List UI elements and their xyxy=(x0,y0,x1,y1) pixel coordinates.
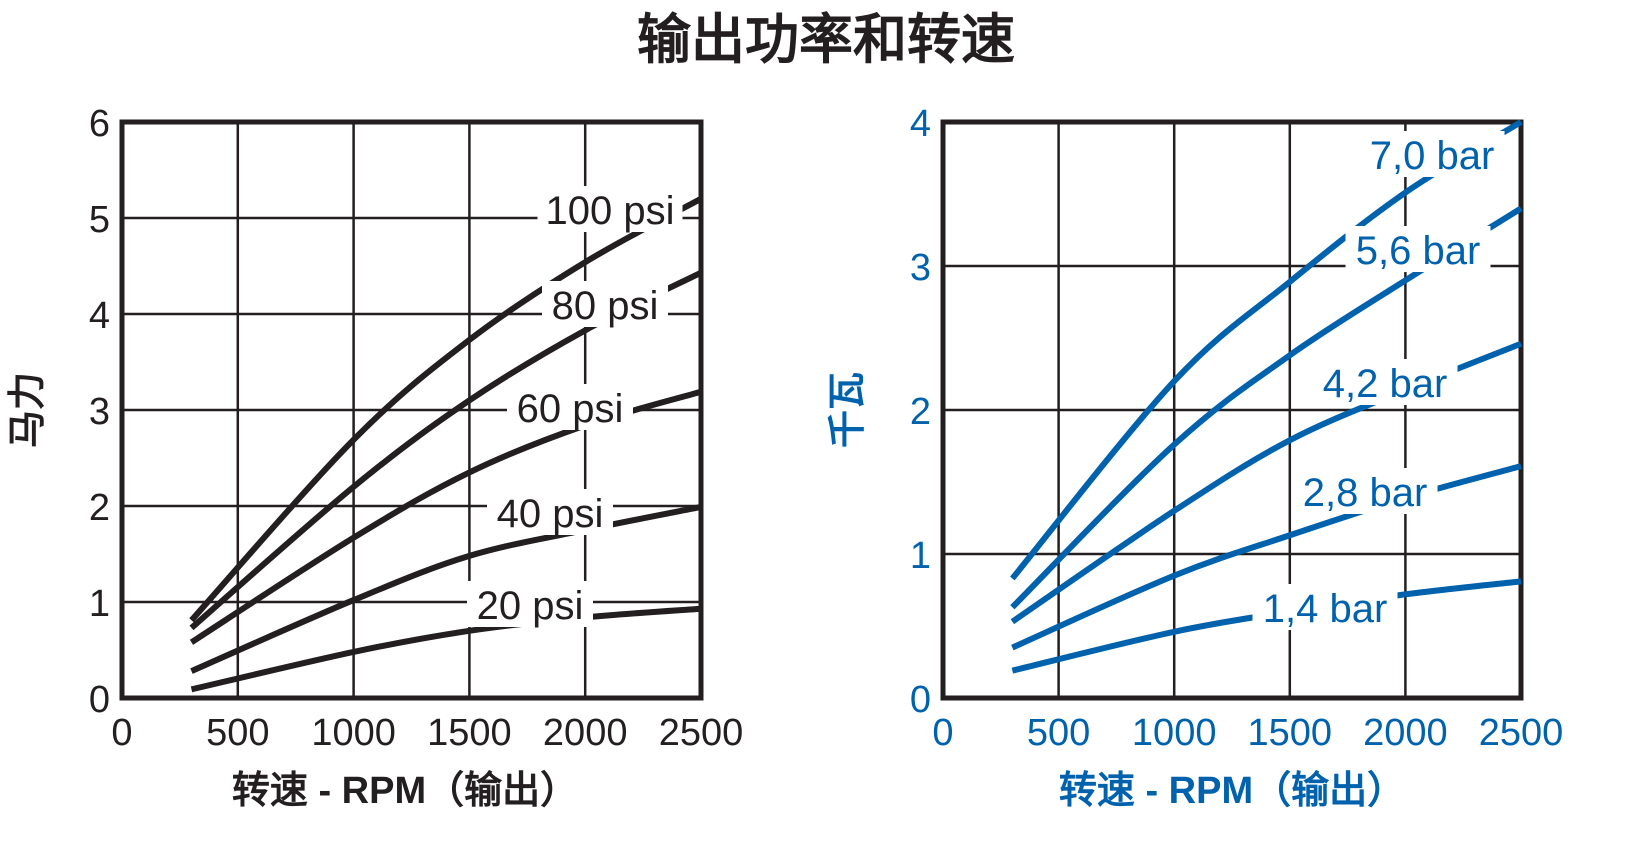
plot-frame xyxy=(119,119,704,701)
y-tick-label: 0 xyxy=(910,679,931,721)
chart-panel-2: 0 500 1000 1500 2000 2500 0 1 2 3 4 转速 - RPM（输出） 千瓦 7… xyxy=(827,103,1563,812)
series-label: 80 psi xyxy=(552,284,659,328)
series-label: 4,2 bar xyxy=(1323,362,1448,406)
series-label-bg xyxy=(1252,584,1398,630)
series-label-bg xyxy=(507,384,633,430)
y-tick-label: 0 xyxy=(89,679,110,721)
chart-panel-1: 0 500 1000 1500 2000 2500 0 1 2 3 4 5 6 转速 - RPM（输出） 马… xyxy=(7,103,743,812)
x-tick-label: 500 xyxy=(1027,712,1090,754)
x-axis-label: 转速 - RPM（输出） xyxy=(1059,770,1405,812)
y-tick-label: 1 xyxy=(910,535,931,577)
x-tick-label: 500 xyxy=(206,712,269,754)
x-tick-label: 0 xyxy=(111,712,132,754)
series-label: 100 psi xyxy=(546,189,675,233)
series-label-bg xyxy=(1359,131,1505,177)
x-tick-label: 2000 xyxy=(543,712,628,754)
series-label: 1,4 bar xyxy=(1263,587,1388,631)
x-tick-label: 1000 xyxy=(311,712,396,754)
x-tick-label: 1000 xyxy=(1132,712,1217,754)
series-label-bg xyxy=(537,186,683,232)
x-tick-label: 2500 xyxy=(1479,712,1564,754)
series-label: 20 psi xyxy=(477,584,584,628)
series-line xyxy=(190,605,702,693)
series-label-bg xyxy=(467,581,593,627)
x-tick-label: 0 xyxy=(932,712,953,754)
series-label-bg xyxy=(1312,359,1458,405)
plot-frame xyxy=(940,119,1524,701)
y-axis-label: 千瓦 xyxy=(827,372,869,448)
y-tick-label: 3 xyxy=(89,391,110,433)
x-axis-label: 转速 - RPM（输出） xyxy=(232,770,578,812)
y-tick-label: 2 xyxy=(89,487,110,529)
series-label: 5,6 bar xyxy=(1356,229,1481,273)
y-tick-label: 4 xyxy=(89,295,110,337)
series-label-bg xyxy=(542,281,668,327)
y-tick-label: 6 xyxy=(89,103,110,145)
x-tick-label: 2000 xyxy=(1363,712,1448,754)
y-tick-label: 4 xyxy=(910,103,931,145)
x-tick-label: 1500 xyxy=(427,712,512,754)
series-line xyxy=(189,196,703,623)
x-tick-label: 2500 xyxy=(659,712,744,754)
series-label: 7,0 bar xyxy=(1370,134,1495,178)
series-label-bg xyxy=(1345,226,1491,272)
series-label-bg xyxy=(1292,468,1438,514)
series-label: 40 psi xyxy=(497,492,604,536)
y-tick-label: 1 xyxy=(89,583,110,625)
series-label: 2,8 bar xyxy=(1303,471,1428,515)
series-line xyxy=(1010,119,1523,581)
y-tick-label: 2 xyxy=(910,391,931,433)
y-axis-label: 马力 xyxy=(7,372,49,448)
y-tick-label: 3 xyxy=(910,247,931,289)
series-line xyxy=(190,504,702,674)
series-label-bg xyxy=(487,489,613,535)
chart-title: 输出功率和转速 xyxy=(637,10,1015,70)
series-label: 60 psi xyxy=(517,387,624,431)
x-tick-label: 1500 xyxy=(1248,712,1333,754)
y-tick-label: 5 xyxy=(89,199,110,241)
